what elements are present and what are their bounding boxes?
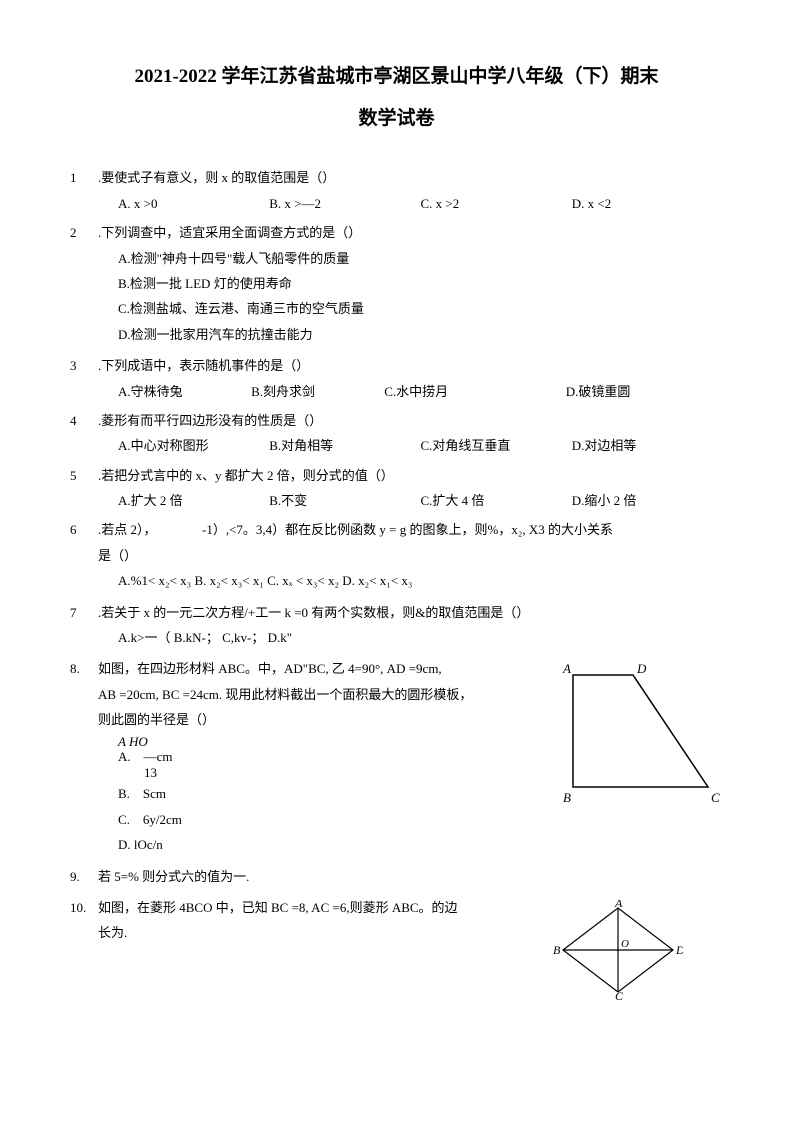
option-a: A.扩大 2 倍 [118,489,269,512]
text: A HO [118,734,148,749]
option-b: B.对角相等 [269,434,420,457]
question-stem: .若关于 x 的一元二次方程/+工一 k =0 有两个实数根，则&的取值范围是（… [98,601,723,624]
question-6: 6 .若点 2）， -1）,<7。3,4）都在反比例函数 y = g 的图象上，… [70,518,723,594]
label-c: C [711,790,720,805]
option-c: C.检测盐城、连云港、南通三市的空气质量 [98,297,723,320]
question-2: 2 .下列调查中，适宜采用全面调查方式的是（） A.检测"神舟十四号"载人飞船零… [70,221,723,348]
trapezoid-shape [573,675,708,787]
page-title: 2021-2022 学年江苏省盐城市亭湖区景山中学八年级（下）期末 [70,60,723,94]
question-7: 7 .若关于 x 的一元二次方程/+工一 k =0 有两个实数根，则&的取值范围… [70,601,723,652]
question-options-line: A.%1< x₂< x₃ B. x₂< x₃< x₁ C. xₓ < x₃< x… [98,569,723,592]
question-number: 10. [70,896,98,1006]
option-b: B.不变 [269,489,420,512]
question-number: 4 [70,409,98,458]
option-c: C.对角线互垂直 [421,434,572,457]
option-d: D.缩小 2 倍 [572,489,723,512]
option-c: C. 6y/2cm [98,808,543,831]
question-number: 8. [70,657,98,858]
question-stem-line: 如图，在菱形 4BCO 中，已知 BC =8, AC =6,则菱形 ABC。的边 [98,896,563,919]
label-d: D [636,661,647,676]
option-d: D.破镜重圆 [566,380,723,403]
question-stem-cont: 是（） [98,544,723,567]
question-stem: .要使式子有意义，则 x 的取值范围是（） [98,166,723,189]
option-a: A.中心对称图形 [118,434,269,457]
question-number: 3 [70,354,98,403]
label-a: A [614,900,623,910]
label-c: C [615,989,624,1000]
question-1: 1 .要使式子有意义，则 x 的取值范围是（） A. x >0 B. x >—2… [70,166,723,215]
option-b: B.检测一批 LED 灯的使用寿命 [98,272,723,295]
question-number: 1 [70,166,98,215]
option-a: A HO A. —cm 13 [98,734,543,781]
question-9: 9. 若 5=% 则分式六的值为一. [70,865,723,890]
question-stem-line: 则此圆的半径是（） [98,708,543,731]
question-stem-line: 如图，在四边形材料 ABC。中，AD"BC, 乙 4=90°, AD =9cm, [98,657,543,680]
question-options: A. x >0 B. x >—2 C. x >2 D. x <2 [98,192,723,215]
question-options-line: A.k>一（ B.kN-； C,kv-； D.k" [98,626,723,649]
question-stem-line: AB =20cm, BC =24cm. 现用此材料截出一个面积最大的圆形模板， [98,683,543,706]
trapezoid-figure: A D B C [553,657,723,807]
text: 13 [118,765,157,780]
question-options: A.中心对称图形 B.对角相等 C.对角线互垂直 D.对边相等 [98,434,723,457]
question-10: 10. 如图，在菱形 4BCO 中，已知 BC =8, AC =6,则菱形 AB… [70,896,723,1006]
question-number: 7 [70,601,98,652]
question-number: 6 [70,518,98,594]
question-number: 2 [70,221,98,348]
option-c: C.扩大 4 倍 [421,489,572,512]
question-stem: 若 5=% 则分式六的值为一. [98,865,723,888]
option-d: D.对边相等 [572,434,723,457]
label-b: B [563,790,571,805]
question-5: 5 .若把分式言中的 x、y 都扩大 2 倍，则分式的值（） A.扩大 2 倍 … [70,464,723,513]
question-stem: .下列调查中，适宜采用全面调查方式的是（） [98,221,723,244]
question-3: 3 .下列成语中，表示随机事件的是（） A.守株待兔 B.刻舟求剑 C.水中捞月… [70,354,723,403]
option-b: B. x >—2 [269,192,420,215]
option-d: D. x <2 [572,192,723,215]
option-b: B.刻舟求剑 [251,380,384,403]
text: A. —cm [118,749,173,764]
option-d: D. lOc/n [98,833,543,856]
option-d: D.检测一批家用汽车的抗撞击能力 [98,323,723,346]
option-c: C.水中捞月 [384,380,566,403]
question-4: 4 .菱形有而平行四边形没有的性质是（） A.中心对称图形 B.对角相等 C.对… [70,409,723,458]
question-number: 5 [70,464,98,513]
question-stem: .若点 2）， -1）,<7。3,4）都在反比例函数 y = g 的图象上，则%… [98,518,723,541]
question-stem: .若把分式言中的 x、y 都扩大 2 倍，则分式的值（） [98,464,723,487]
rhombus-figure: A B C D O [553,900,683,1000]
question-options: A.扩大 2 倍 B.不变 C.扩大 4 倍 D.缩小 2 倍 [98,489,723,512]
label-o: O [621,938,629,950]
option-c: C. x >2 [421,192,572,215]
label-a: A [562,661,571,676]
question-stem-line: 长为. [98,921,563,944]
label-d: D [675,943,683,957]
option-b: B. Scm [98,782,543,805]
page-subtitle: 数学试卷 [70,102,723,136]
question-stem: .下列成语中，表示随机事件的是（） [98,354,723,377]
option-a: A.检测"神舟十四号"载人飞船零件的质量 [98,247,723,270]
label-b: B [553,943,561,957]
option-a: A.守株待兔 [118,380,251,403]
question-options: A.守株待兔 B.刻舟求剑 C.水中捞月 D.破镜重圆 [98,380,723,403]
text: 如图，在四边形材料 ABC。中，AD"BC, 乙 4=90°, AD =9cm, [98,661,442,676]
option-a: A. x >0 [118,192,269,215]
question-stem: .菱形有而平行四边形没有的性质是（） [98,409,723,432]
question-number: 9. [70,865,98,890]
question-8: 8. 如图，在四边形材料 ABC。中，AD"BC, 乙 4=90°, AD =9… [70,657,723,858]
